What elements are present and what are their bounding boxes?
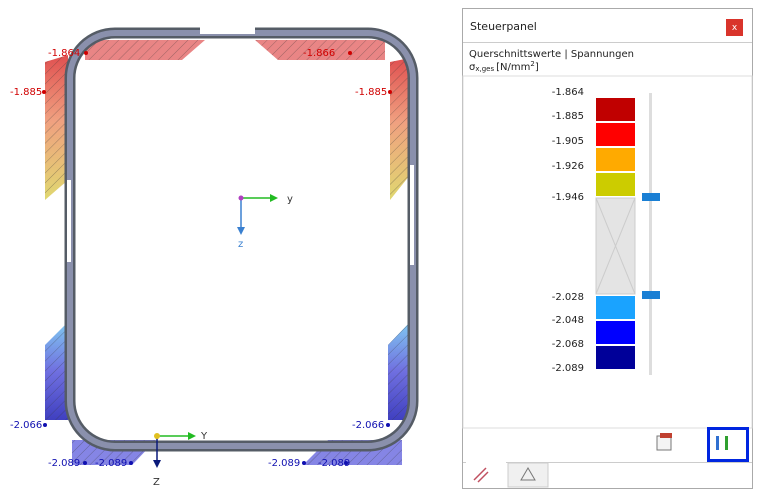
section-gap [67, 180, 71, 262]
value-label: -1.866 [303, 48, 335, 59]
quantity-superscript: 2 [530, 60, 534, 68]
axis-label: Y [200, 431, 208, 442]
value-label: -2.089 [318, 458, 350, 469]
label-dot [302, 461, 306, 465]
axes: y z Y Z [153, 194, 293, 488]
value-label: -1.864 [48, 48, 80, 59]
highlight [707, 427, 749, 462]
close-button[interactable] [726, 19, 743, 36]
empty-range-cross [595, 197, 636, 295]
color-box [596, 173, 635, 196]
color-box [596, 123, 635, 146]
quantity-subscript: x,ges [475, 65, 494, 73]
color-box [596, 148, 635, 171]
slider-handle[interactable] [642, 291, 660, 299]
quantity-unit: [N/mm [496, 62, 530, 73]
stress-hatch [255, 40, 385, 60]
color-box [596, 98, 635, 121]
toolbar [656, 427, 749, 462]
color-legend: -1.864 -1.885 -1.905 -1.926 -1.946 -2.028 -2.0… [552, 87, 636, 374]
value-label: -2.089 [268, 458, 300, 469]
section-gap [410, 165, 414, 265]
button-icon[interactable] [725, 436, 728, 450]
quantity-unit-end: ] [535, 62, 539, 73]
label-dot [129, 461, 133, 465]
stress-hatch [388, 322, 410, 420]
panel-title: Steuerpanel [470, 20, 537, 33]
slider-handle[interactable] [642, 193, 660, 201]
legend-value: -1.905 [552, 136, 584, 147]
origin [154, 433, 160, 439]
label-dot [43, 423, 47, 427]
label-dot [42, 90, 46, 94]
value-label: -1.885 [10, 87, 42, 98]
legend-value: -2.028 [552, 292, 584, 303]
tab-icon [520, 467, 536, 481]
arrow-head [153, 460, 161, 468]
legend-value: -1.946 [552, 192, 584, 203]
color-box [596, 296, 635, 319]
axis-label: Z [153, 477, 160, 488]
legend-value: -2.068 [552, 339, 584, 350]
control-panel: Steuerpanel x Querschnittswerte | Spannu… [462, 8, 753, 489]
label-dot [83, 461, 87, 465]
arrow-head [270, 194, 278, 202]
value-label: -2.066 [10, 420, 42, 431]
stress-hatch [45, 322, 68, 420]
color-box [596, 321, 635, 344]
legend-value: -1.864 [552, 87, 584, 98]
axis-label: y [287, 194, 293, 205]
stress-hatch [45, 55, 68, 200]
legend-value: -2.089 [552, 363, 584, 374]
button-icon [660, 433, 672, 438]
quantity: σx,ges [N/mm2] [469, 60, 539, 73]
button-icon[interactable] [716, 436, 719, 450]
value-label: -1.885 [355, 87, 387, 98]
quantity-symbol: σ [469, 62, 476, 73]
panel-heading: Querschnittswerte | Spannungen [469, 49, 634, 60]
axis-label: z [238, 239, 243, 250]
stress-diagram [45, 40, 410, 465]
close-label[interactable]: x [732, 23, 738, 33]
cross-section [64, 27, 419, 452]
legend-value: -1.885 [552, 111, 584, 122]
value-label: -2.066 [352, 420, 384, 431]
stress-hatch [85, 40, 205, 60]
arrow-head [188, 432, 196, 440]
toolbar-button[interactable] [656, 435, 672, 451]
tab[interactable] [507, 462, 549, 488]
label-dot [348, 51, 352, 55]
arrow-head [237, 227, 245, 235]
slider-track [649, 93, 652, 375]
value-label: -2.089 [48, 458, 80, 469]
label-dot [386, 423, 390, 427]
label-dot [84, 51, 88, 55]
stress-hatch [390, 58, 410, 200]
label-dot [344, 461, 348, 465]
label-dot [388, 90, 392, 94]
section-gap [200, 27, 255, 34]
origin [238, 195, 244, 201]
legend-value: -2.048 [552, 315, 584, 326]
tab-icon [473, 467, 489, 483]
value-label: -2.089 [95, 458, 127, 469]
value-labels: -1.864 -1.866 -1.885 -1.885 -2.066 -2.06… [10, 48, 392, 469]
color-box [596, 346, 635, 369]
legend-value: -1.926 [552, 161, 584, 172]
